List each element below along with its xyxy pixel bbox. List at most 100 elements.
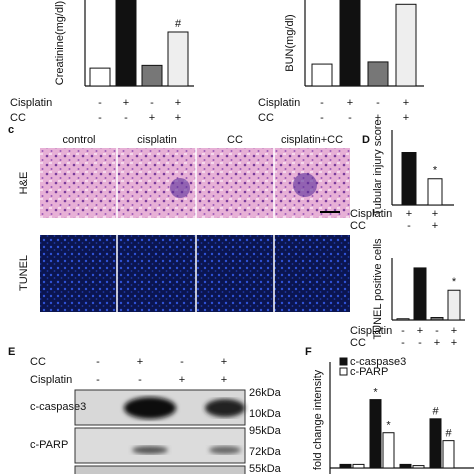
condition-sign: + bbox=[175, 112, 181, 124]
legend-label: c-PARP bbox=[350, 366, 388, 378]
panel-label: F bbox=[305, 346, 312, 358]
legend-swatch bbox=[339, 357, 348, 366]
annotation: # bbox=[445, 428, 452, 440]
legend-swatch bbox=[339, 367, 348, 376]
bar bbox=[352, 463, 365, 469]
y-axis-label: fold change intensity bbox=[312, 369, 324, 470]
condition-label: CC bbox=[350, 220, 366, 232]
bar bbox=[429, 418, 442, 469]
bar bbox=[369, 399, 382, 469]
marker-label: 10kDa bbox=[249, 408, 282, 420]
condition-label: Cisplatin bbox=[350, 208, 392, 220]
condition-label: CC bbox=[350, 337, 366, 349]
y-axis-label: H&E bbox=[18, 172, 30, 195]
bar bbox=[427, 178, 443, 206]
condition-sign: + bbox=[175, 97, 181, 109]
band-label: c-caspase3 bbox=[30, 401, 86, 413]
condition-sign: - bbox=[376, 97, 380, 109]
y-axis-label: TUNEL positive cells bbox=[372, 238, 384, 340]
bar bbox=[167, 31, 189, 87]
panel-label: D bbox=[362, 134, 370, 146]
bar bbox=[413, 267, 427, 321]
condition-label: Cisplatin bbox=[258, 97, 300, 109]
condition-sign: + bbox=[403, 97, 409, 109]
condition-sign: - bbox=[407, 220, 411, 232]
condition-sign: + bbox=[221, 374, 227, 386]
condition-sign: + bbox=[347, 97, 353, 109]
condition-sign: - bbox=[96, 356, 100, 368]
bar bbox=[412, 465, 425, 469]
condition-label: Cisplatin bbox=[10, 97, 52, 109]
y-axis-label: BUN(mg/dl) bbox=[284, 14, 296, 71]
panel-label: E bbox=[8, 346, 15, 358]
column-label: control bbox=[62, 134, 95, 146]
condition-sign: + bbox=[434, 337, 440, 349]
bar bbox=[339, 463, 352, 469]
band-label: c-PARP bbox=[30, 439, 68, 451]
marker-label: 55kDa bbox=[249, 463, 282, 474]
condition-label: CC bbox=[30, 356, 46, 368]
y-axis-label: Tubular injury score bbox=[372, 119, 384, 215]
bar bbox=[339, 0, 361, 87]
condition-sign: - bbox=[96, 374, 100, 386]
bar bbox=[89, 67, 111, 87]
western-blot bbox=[74, 389, 246, 474]
condition-sign: + bbox=[221, 356, 227, 368]
bar bbox=[399, 463, 412, 469]
condition-sign: - bbox=[418, 337, 422, 349]
annotation: # bbox=[432, 406, 439, 418]
annotation: * bbox=[433, 165, 438, 177]
annotation: * bbox=[386, 420, 391, 432]
bar bbox=[442, 440, 455, 469]
bar bbox=[367, 61, 389, 87]
y-axis-label: Creatinine(mg/dl) bbox=[54, 1, 66, 85]
condition-sign: - bbox=[124, 112, 128, 124]
condition-sign: - bbox=[180, 356, 184, 368]
condition-sign: + bbox=[375, 112, 381, 124]
condition-label: Cisplatin bbox=[30, 374, 72, 386]
bar bbox=[141, 64, 163, 87]
bar bbox=[447, 289, 461, 321]
bar bbox=[396, 318, 410, 321]
condition-sign: - bbox=[401, 325, 405, 337]
condition-sign: + bbox=[432, 220, 438, 232]
bar bbox=[382, 432, 395, 469]
condition-label: CC bbox=[10, 112, 26, 124]
legend-label: c-caspase3 bbox=[350, 356, 406, 368]
marker-label: 95kDa bbox=[249, 425, 282, 437]
condition-sign: + bbox=[406, 208, 412, 220]
column-label: cisplatin bbox=[137, 134, 177, 146]
annotation: # bbox=[175, 18, 182, 30]
condition-sign: + bbox=[149, 112, 155, 124]
condition-sign: + bbox=[123, 97, 129, 109]
annotation: * bbox=[452, 276, 457, 288]
condition-sign: + bbox=[403, 112, 409, 124]
condition-sign: - bbox=[348, 112, 352, 124]
bar bbox=[395, 3, 417, 87]
condition-sign: - bbox=[401, 337, 405, 349]
annotation: * bbox=[373, 387, 378, 399]
condition-sign: + bbox=[451, 337, 457, 349]
panel-label: c bbox=[8, 124, 14, 136]
condition-sign: + bbox=[179, 374, 185, 386]
marker-label: 26kDa bbox=[249, 387, 282, 399]
condition-label: CC bbox=[258, 112, 274, 124]
condition-sign: + bbox=[417, 325, 423, 337]
y-axis-label: TUNEL bbox=[18, 255, 30, 291]
condition-sign: - bbox=[150, 97, 154, 109]
bar bbox=[430, 317, 444, 321]
condition-sign: - bbox=[320, 97, 324, 109]
condition-sign: + bbox=[432, 208, 438, 220]
condition-label: Cisplatin bbox=[350, 325, 392, 337]
condition-sign: - bbox=[98, 112, 102, 124]
bar bbox=[401, 152, 417, 206]
condition-sign: - bbox=[320, 112, 324, 124]
column-label: CC bbox=[227, 134, 243, 146]
micrographs bbox=[40, 148, 350, 312]
condition-sign: - bbox=[435, 325, 439, 337]
condition-sign: - bbox=[138, 374, 142, 386]
bar bbox=[115, 0, 137, 87]
condition-sign: + bbox=[451, 325, 457, 337]
marker-label: 72kDa bbox=[249, 446, 282, 458]
